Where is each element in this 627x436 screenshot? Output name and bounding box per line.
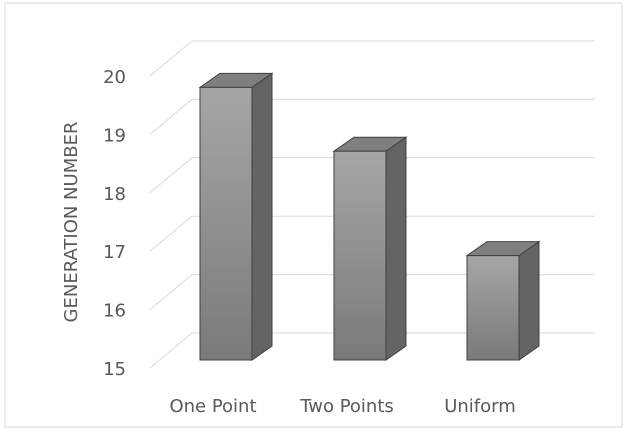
x-tick-label: Uniform <box>444 396 516 417</box>
y-tick-label: 20 <box>103 67 126 88</box>
y-tick-label: 19 <box>103 125 126 146</box>
bar-side <box>385 136 407 361</box>
grid-line <box>149 98 595 135</box>
bar <box>199 86 253 361</box>
y-axis-label: GENERATION NUMBER <box>61 122 82 323</box>
y-tick-label: 18 <box>103 184 126 205</box>
grid-line <box>149 40 595 77</box>
grid-line <box>149 332 595 369</box>
bar-side <box>251 72 273 361</box>
chart-border <box>4 2 623 428</box>
bar-side <box>518 240 540 361</box>
grid-line <box>149 215 595 252</box>
y-tick-label: 15 <box>103 359 126 380</box>
y-tick-label: 16 <box>103 301 126 322</box>
grid-line <box>149 157 595 194</box>
x-tick-label: Two Points <box>299 396 394 417</box>
y-tick-label: 17 <box>103 242 126 263</box>
x-tick-label: One Point <box>169 396 256 417</box>
bar <box>333 150 387 361</box>
bar <box>466 255 520 361</box>
grid-line <box>149 274 595 310</box>
